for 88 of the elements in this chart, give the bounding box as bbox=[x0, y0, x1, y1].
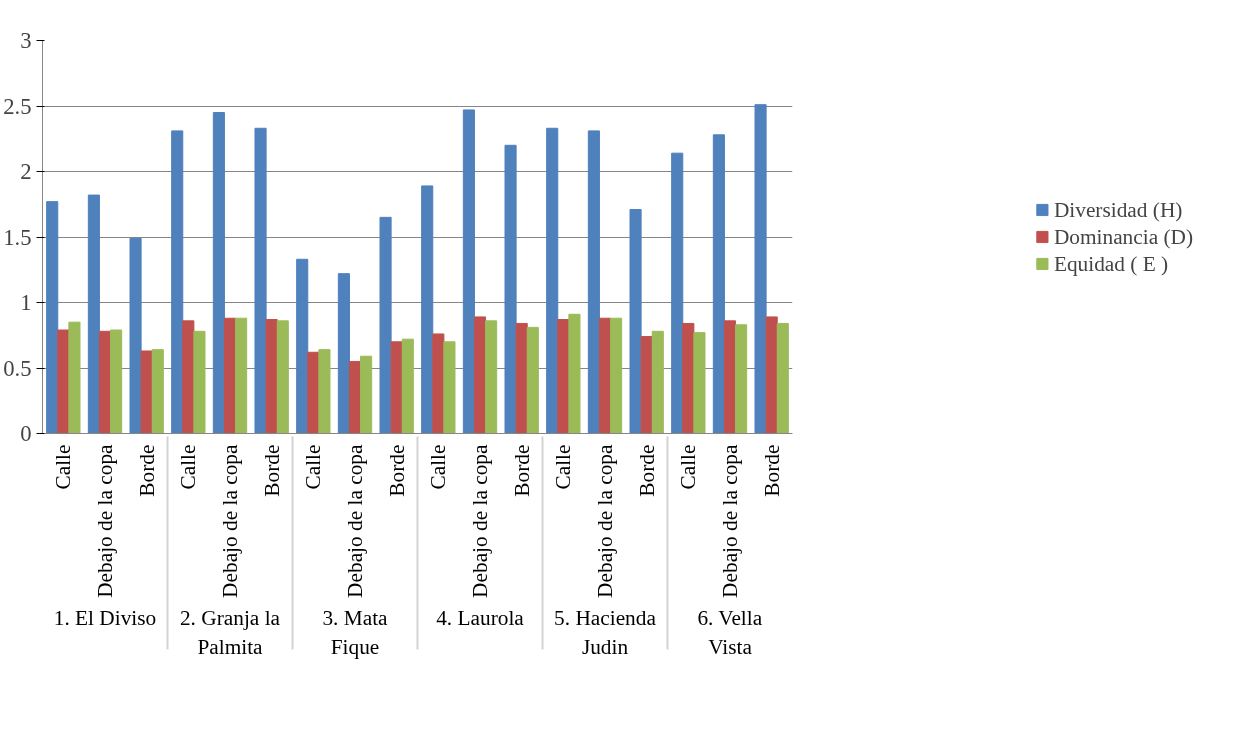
x-tick-label: Debajo de la copa bbox=[718, 443, 742, 598]
x-tick-label: Debajo de la copa bbox=[468, 443, 492, 598]
bar bbox=[640, 336, 653, 434]
bar bbox=[610, 317, 623, 434]
bar bbox=[546, 127, 559, 434]
bar bbox=[557, 319, 570, 434]
bar bbox=[754, 104, 767, 434]
bar bbox=[254, 127, 267, 434]
x-tick-label: Calle bbox=[301, 444, 326, 490]
bar bbox=[712, 134, 725, 434]
x-tick-label: Calle bbox=[551, 444, 576, 490]
x-tick-label: Borde bbox=[134, 444, 159, 497]
bar bbox=[307, 351, 320, 434]
text: 1. El Diviso bbox=[53, 605, 157, 630]
bar bbox=[98, 330, 112, 434]
bar bbox=[515, 322, 528, 434]
bar bbox=[504, 144, 517, 434]
y-tick-label: 2.5 bbox=[3, 93, 32, 119]
bar bbox=[193, 330, 206, 434]
x-tick-label: Calle bbox=[426, 444, 451, 490]
bar bbox=[151, 349, 164, 434]
x-tick-label: Debajo de la copa bbox=[343, 443, 367, 598]
x-tick-label: Borde bbox=[759, 444, 784, 497]
y-tick-label: 1.5 bbox=[3, 224, 32, 250]
bar bbox=[87, 194, 100, 434]
bar bbox=[46, 201, 59, 434]
text: 6. Vella Vista bbox=[697, 605, 763, 659]
x-tick-label: Calle bbox=[176, 444, 201, 490]
x-tick-label: Borde bbox=[259, 444, 284, 497]
bar bbox=[57, 329, 70, 434]
bar bbox=[421, 185, 434, 434]
bar bbox=[473, 316, 487, 434]
bar bbox=[265, 319, 278, 434]
text: 5. Hacienda Judin bbox=[554, 605, 657, 659]
bar bbox=[318, 349, 331, 434]
bar bbox=[693, 332, 706, 434]
y-tick-label: 2 bbox=[20, 159, 32, 184]
bar bbox=[110, 329, 123, 434]
y-tick-label: 0 bbox=[20, 421, 32, 446]
bar bbox=[671, 152, 684, 434]
y-tick-label: 0.5 bbox=[3, 355, 32, 381]
bar bbox=[682, 322, 695, 434]
bar bbox=[276, 320, 289, 434]
bar bbox=[443, 341, 456, 434]
y-tick-label: 1 bbox=[20, 290, 32, 315]
bar bbox=[432, 333, 445, 434]
bar bbox=[526, 326, 539, 434]
bar bbox=[223, 317, 237, 434]
bar bbox=[337, 273, 350, 434]
text: 4. Laurola bbox=[436, 605, 525, 630]
x-tick-label: Borde bbox=[634, 444, 659, 497]
bar bbox=[485, 320, 498, 434]
legend-label: Dominancia (D) bbox=[1053, 224, 1194, 249]
bar bbox=[129, 237, 142, 434]
x-tick-label: Debajo de la copa bbox=[93, 443, 117, 598]
bar bbox=[765, 316, 778, 434]
x-tick-label: Borde bbox=[509, 444, 534, 497]
bar bbox=[568, 313, 581, 434]
text: 3. Mata Fique bbox=[322, 605, 389, 659]
bar bbox=[587, 130, 600, 434]
bar bbox=[651, 330, 664, 434]
bar bbox=[348, 360, 362, 434]
x-tick-label: Borde bbox=[384, 444, 409, 497]
bar bbox=[462, 109, 475, 434]
bar bbox=[171, 130, 184, 434]
bar bbox=[182, 320, 195, 434]
y-tick-label: 3 bbox=[20, 28, 32, 53]
bar bbox=[360, 355, 373, 434]
legend-label: Diversidad (H) bbox=[1053, 197, 1183, 222]
bar bbox=[140, 350, 153, 434]
x-tick-label: Calle bbox=[676, 444, 701, 490]
x-tick-label: Debajo de la copa bbox=[593, 443, 617, 598]
legend-label: Equidad ( E ) bbox=[1053, 251, 1169, 276]
bar bbox=[401, 338, 414, 434]
bar bbox=[598, 317, 612, 434]
x-tick-label: Calle bbox=[51, 444, 76, 490]
x-tick-label: Debajo de la copa bbox=[218, 443, 242, 598]
bar bbox=[390, 341, 403, 434]
bar bbox=[68, 321, 81, 434]
bar bbox=[379, 216, 392, 434]
bar bbox=[735, 324, 748, 434]
bar bbox=[629, 208, 642, 434]
text: 2. Granja la Palmita bbox=[179, 605, 281, 659]
bar bbox=[235, 317, 248, 434]
bar bbox=[723, 320, 737, 434]
bar bbox=[212, 112, 225, 434]
bar bbox=[296, 258, 309, 434]
bar bbox=[776, 322, 789, 434]
